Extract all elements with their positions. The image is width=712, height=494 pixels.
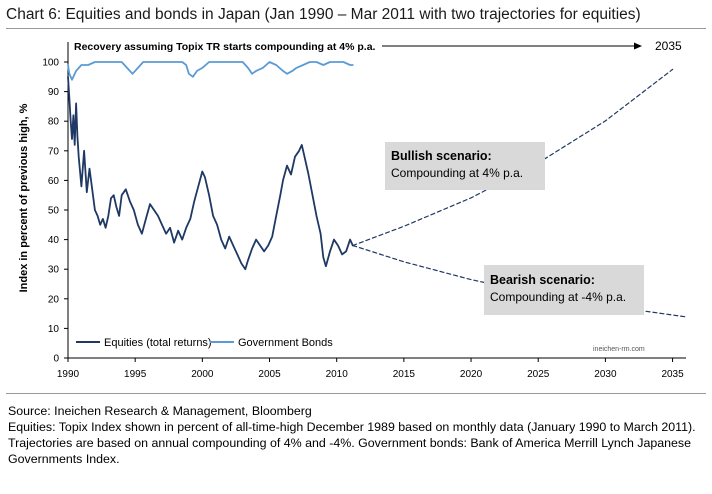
y-tick-label: 20 bbox=[48, 294, 60, 305]
source-note: Source: Ineichen Research & Management, … bbox=[8, 404, 312, 418]
bearish-callout-box bbox=[484, 265, 644, 315]
legend-label-bonds: Government Bonds bbox=[238, 337, 333, 349]
recovery-annotation: Recovery assuming Topix TR starts compou… bbox=[74, 41, 376, 53]
watermark: ineichen-rm.com bbox=[593, 346, 645, 353]
y-tick-label: 70 bbox=[48, 146, 60, 157]
methodology-note: Equities: Topix Index shown in percent o… bbox=[8, 420, 696, 466]
legend-label-equities: Equities (total returns) bbox=[104, 337, 212, 349]
bearish-callout-text: Compounding at -4% p.a. bbox=[490, 290, 626, 304]
series-line-government-bonds bbox=[67, 61, 354, 81]
x-tick-label: 2005 bbox=[258, 369, 281, 380]
title-divider bbox=[6, 28, 706, 29]
y-tick-label: 100 bbox=[42, 58, 59, 69]
x-tick-label: 1990 bbox=[57, 369, 80, 380]
y-tick-label: 0 bbox=[53, 354, 59, 365]
x-tick-label: 2025 bbox=[527, 369, 550, 380]
bullish-callout-text: Compounding at 4% p.a. bbox=[391, 166, 523, 180]
x-tick-label: 1995 bbox=[124, 369, 147, 380]
y-tick-label: 90 bbox=[48, 87, 60, 98]
bullish-callout-title: Bullish scenario: bbox=[391, 149, 492, 163]
recovery-year-label: 2035 bbox=[655, 39, 682, 53]
chart-footer: Source: Ineichen Research & Management, … bbox=[8, 403, 708, 467]
y-tick-label: 10 bbox=[48, 324, 60, 335]
y-tick-label: 30 bbox=[48, 265, 60, 276]
y-tick-label: 60 bbox=[48, 176, 60, 187]
series-line-equities-total-returns bbox=[67, 75, 354, 271]
recovery-arrow-head bbox=[634, 42, 642, 50]
x-tick-label: 2010 bbox=[326, 369, 349, 380]
x-tick-label: 2015 bbox=[393, 369, 416, 380]
bullish-callout-box bbox=[385, 142, 545, 190]
x-tick-label: 2000 bbox=[191, 369, 214, 380]
y-tick-label: 50 bbox=[48, 206, 60, 217]
y-tick-label: 80 bbox=[48, 117, 60, 128]
bearish-callout-title: Bearish scenario: bbox=[490, 273, 595, 287]
y-tick-label: 40 bbox=[48, 235, 60, 246]
x-tick-label: 2020 bbox=[460, 369, 483, 380]
chart-title: Chart 6: Equities and bonds in Japan (Ja… bbox=[6, 6, 641, 23]
x-tick-label: 2030 bbox=[594, 369, 617, 380]
y-axis-title: Index in percent of previous high, % bbox=[18, 103, 30, 292]
footer-divider bbox=[6, 393, 706, 394]
x-tick-label: 2035 bbox=[661, 369, 684, 380]
